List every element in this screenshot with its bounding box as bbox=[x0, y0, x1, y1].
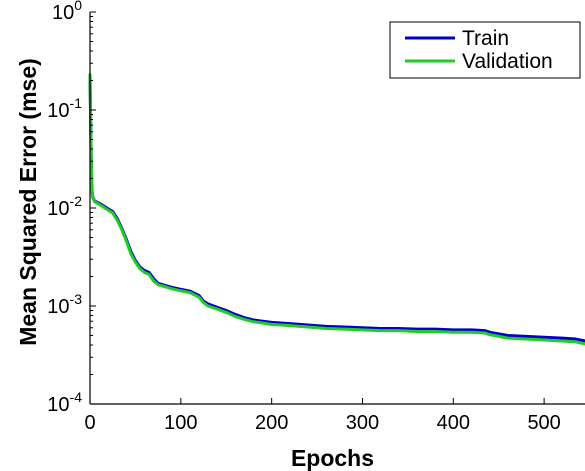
legend-box bbox=[389, 21, 581, 79]
y-ticks: 100 10-1 10-2 10-3 10-4 bbox=[47, 0, 96, 416]
series-line-validation bbox=[88, 73, 585, 346]
x-tick-label: 200 bbox=[255, 412, 288, 434]
y-tick-label: 10-3 bbox=[47, 291, 82, 318]
x-tick-label: 300 bbox=[346, 412, 379, 434]
y-axis-title: Mean Squared Error (mse) bbox=[15, 58, 41, 346]
x-tick-label: 400 bbox=[437, 412, 470, 434]
series-layer bbox=[88, 73, 585, 346]
x-tick-label: 0 bbox=[84, 412, 95, 434]
y-tick-label: 10-1 bbox=[47, 95, 82, 122]
x-tick-label: 500 bbox=[527, 412, 560, 434]
x-ticks: 0 100 200 300 400 500 bbox=[84, 398, 561, 434]
y-tick-label: 10-4 bbox=[47, 389, 82, 416]
y-tick-label: 10-2 bbox=[47, 193, 82, 220]
y-tick-label: 100 bbox=[52, 0, 82, 24]
legend-label-validation: Validation bbox=[462, 50, 553, 73]
legend-label-train: Train bbox=[462, 27, 509, 50]
x-tick-label: 100 bbox=[164, 412, 197, 434]
x-axis-title: Epochs bbox=[291, 445, 374, 471]
